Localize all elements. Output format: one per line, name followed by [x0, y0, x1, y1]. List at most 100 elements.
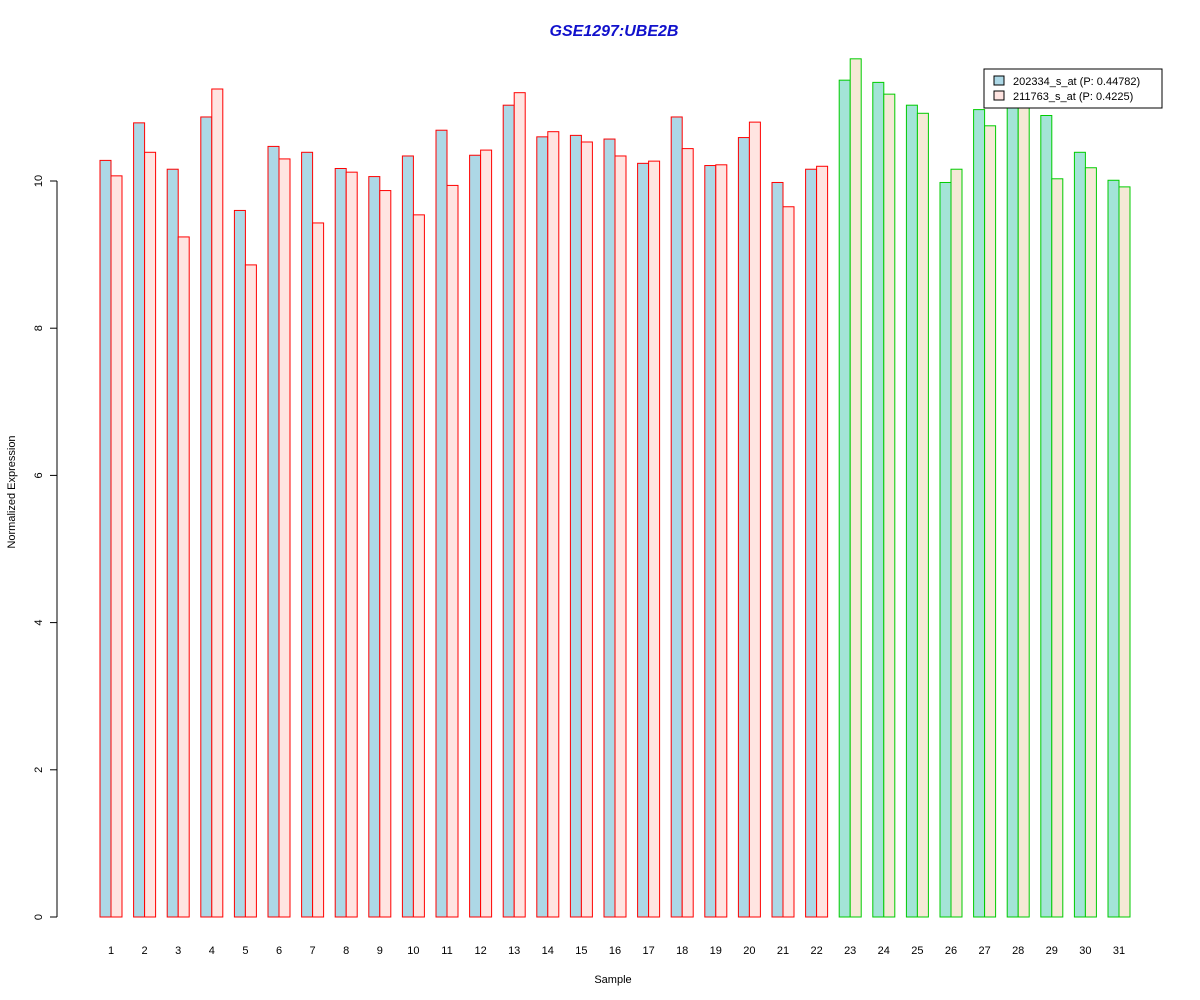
legend-swatch-2 — [993, 90, 1005, 101]
y-axis-title: Normalized Expression — [6, 435, 18, 548]
bar-sample-24-series-1 — [872, 81, 885, 918]
bar-sample-30-series-1 — [1073, 151, 1086, 918]
y-tick-label: 8 — [33, 325, 45, 331]
x-tick-label: 28 — [1012, 945, 1024, 957]
x-tick-label: 17 — [642, 945, 654, 957]
x-axis-labels: 1 2 3 4 5 6 7 8 9 10 11 12 13 14 15 16 17 18 19 20 21 22 23 24 2… — [108, 945, 1125, 957]
bar-sample-13-series-2 — [513, 92, 526, 918]
bar-sample-28-series-2 — [1017, 104, 1030, 918]
x-tick-label: 1 — [108, 945, 114, 957]
bar-sample-31-series-1 — [1107, 179, 1120, 918]
x-tick-label: 29 — [1046, 945, 1058, 957]
bar-sample-9-series-2 — [379, 190, 392, 918]
bar-sample-29-series-2 — [1051, 178, 1064, 918]
x-tick-label: 14 — [542, 945, 554, 957]
x-tick-label: 31 — [1113, 945, 1125, 957]
bar-sample-18-series-1 — [670, 116, 683, 918]
bar-sample-7-series-2 — [312, 222, 325, 918]
bar-sample-3-series-2 — [177, 236, 190, 918]
bar-sample-5-series-2 — [244, 264, 257, 918]
bar-sample-7-series-1 — [301, 151, 314, 918]
bar-sample-19-series-1 — [704, 165, 717, 918]
x-tick-label: 11 — [441, 945, 452, 957]
y-tick-label: 4 — [33, 620, 45, 626]
x-tick-label: 3 — [175, 945, 181, 957]
bar-sample-15-series-1 — [569, 134, 582, 918]
x-tick-label: 21 — [777, 945, 789, 957]
x-tick-label: 24 — [878, 945, 890, 957]
bar-sample-19-series-2 — [715, 164, 728, 918]
legend-swatch-1 — [993, 75, 1005, 86]
bar-sample-31-series-2 — [1118, 186, 1131, 918]
x-tick-label: 4 — [209, 945, 215, 957]
legend-entry-1: 202334_s_at (P: 0.44782) — [1013, 76, 1140, 88]
bar-sample-22-series-2 — [816, 165, 829, 918]
x-tick-label: 10 — [407, 945, 419, 957]
bar-sample-10-series-1 — [401, 155, 414, 918]
bar-sample-16-series-2 — [614, 155, 627, 918]
bar-sample-13-series-1 — [502, 104, 515, 918]
bar-sample-20-series-1 — [737, 137, 750, 918]
legend-entry-2: 211763_s_at (P: 0.4225) — [1013, 91, 1133, 103]
bar-sample-4-series-1 — [200, 116, 213, 918]
bar-sample-17-series-2 — [648, 160, 661, 918]
x-tick-label: 30 — [1079, 945, 1091, 957]
bar-sample-26-series-2 — [950, 168, 963, 918]
bar-sample-21-series-1 — [771, 181, 784, 918]
bar-sample-15-series-2 — [580, 141, 593, 918]
x-tick-label: 7 — [310, 945, 316, 957]
x-tick-label: 22 — [810, 945, 822, 957]
y-tick-label: 0 — [33, 914, 45, 920]
x-tick-label: 25 — [911, 945, 923, 957]
bar-sample-20-series-2 — [748, 121, 761, 918]
bar-sample-30-series-2 — [1084, 167, 1097, 918]
x-tick-label: 27 — [978, 945, 990, 957]
bar-sample-26-series-1 — [939, 181, 952, 918]
bar-sample-6-series-2 — [278, 158, 291, 918]
x-tick-label: 18 — [676, 945, 688, 957]
bar-sample-6-series-1 — [267, 145, 280, 918]
bar-sample-1-series-2 — [110, 175, 123, 918]
legend-box — [983, 68, 1163, 109]
bar-sample-8-series-1 — [334, 167, 347, 918]
bar-sample-21-series-2 — [782, 206, 795, 918]
bar-sample-25-series-1 — [905, 104, 918, 918]
y-tick-label: 10 — [33, 175, 45, 187]
bar-sample-5-series-1 — [233, 209, 246, 918]
y-axis: 0 2 4 6 8 10 — [33, 175, 58, 920]
bar-sample-22-series-1 — [805, 168, 818, 918]
bars-layer — [99, 58, 1131, 918]
bar-sample-1-series-1 — [99, 159, 112, 918]
bar-sample-11-series-2 — [446, 184, 459, 918]
bar-sample-14-series-1 — [536, 136, 549, 918]
bar-sample-4-series-2 — [211, 88, 224, 918]
bar-sample-12-series-1 — [469, 154, 482, 918]
bar-sample-2-series-1 — [133, 122, 146, 918]
x-tick-label: 6 — [276, 945, 282, 957]
bar-sample-28-series-1 — [1006, 104, 1019, 918]
bar-sample-3-series-1 — [166, 168, 179, 918]
bar-sample-27-series-1 — [973, 109, 986, 918]
y-tick-label: 2 — [33, 767, 45, 773]
bar-sample-23-series-2 — [849, 58, 862, 918]
chart-title: GSE1297:UBE2B — [550, 23, 679, 40]
y-tick-label: 6 — [33, 472, 45, 478]
bar-sample-10-series-2 — [412, 214, 425, 918]
bar-sample-8-series-2 — [345, 171, 358, 918]
bar-sample-17-series-1 — [637, 162, 650, 918]
x-tick-label: 13 — [508, 945, 520, 957]
bar-sample-27-series-2 — [984, 125, 997, 918]
bar-sample-24-series-2 — [883, 93, 896, 918]
bar-sample-11-series-1 — [435, 129, 448, 918]
bar-sample-16-series-1 — [603, 138, 616, 918]
x-axis-title: Sample — [594, 974, 631, 986]
x-tick-label: 19 — [710, 945, 722, 957]
x-tick-label: 15 — [575, 945, 587, 957]
legend: 202334_s_at (P: 0.44782) 211763_s_at (P:… — [983, 68, 1163, 109]
x-tick-label: 12 — [474, 945, 486, 957]
bar-sample-9-series-1 — [368, 176, 381, 918]
x-tick-label: 16 — [609, 945, 621, 957]
x-tick-label: 26 — [945, 945, 957, 957]
x-tick-label: 20 — [743, 945, 755, 957]
bar-sample-12-series-2 — [480, 149, 493, 918]
